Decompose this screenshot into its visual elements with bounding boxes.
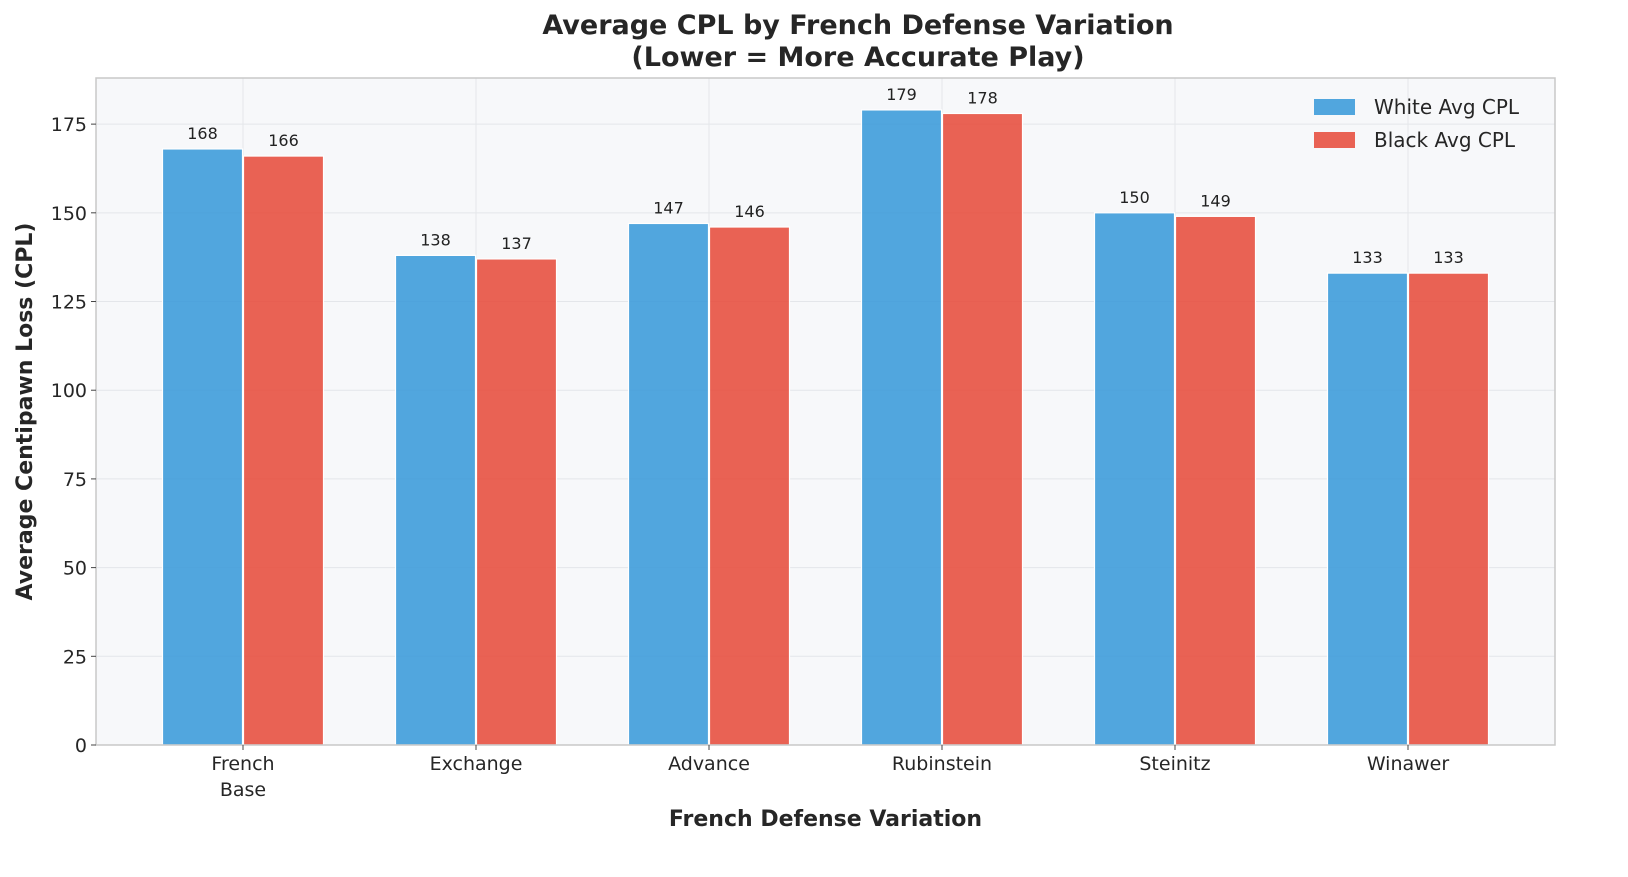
bar-value-label: 137 xyxy=(501,234,532,253)
y-tick-label: 25 xyxy=(63,646,87,668)
bar-black-5 xyxy=(1407,272,1490,746)
y-tick-label: 125 xyxy=(51,292,87,314)
legend-label-black: Black Avg CPL xyxy=(1374,128,1516,152)
bar-value-label: 146 xyxy=(734,202,765,221)
bar-black-1 xyxy=(475,258,558,746)
bars xyxy=(161,109,1490,746)
legend: White Avg CPL Black Avg CPL xyxy=(1314,95,1520,152)
x-tick-label: Steinitz xyxy=(1139,753,1210,775)
bar-value-label: 178 xyxy=(967,88,998,107)
x-tick-label: Advance xyxy=(668,753,750,775)
bar-white-3 xyxy=(860,109,943,746)
legend-label-white: White Avg CPL xyxy=(1374,95,1520,119)
y-axis-label: Average Centipawn Loss (CPL) xyxy=(13,223,38,601)
y-tick-label: 150 xyxy=(51,203,87,225)
bar-value-label: 149 xyxy=(1200,191,1231,210)
y-tick-label: 50 xyxy=(63,558,87,580)
bar-value-label: 179 xyxy=(886,85,917,104)
bar-value-label: 166 xyxy=(268,131,299,150)
y-tick-label: 100 xyxy=(51,380,87,402)
x-tick-label: French Base xyxy=(211,753,274,801)
plot-area xyxy=(96,78,1555,745)
chart-title: Average CPL by French Defense Variation … xyxy=(0,10,1628,74)
bar-white-2 xyxy=(627,222,710,746)
legend-swatch-white xyxy=(1314,99,1355,115)
bar-value-label: 150 xyxy=(1119,188,1150,207)
x-axis-ticks: French Base Exchange Advance Rubinstein Stein… xyxy=(211,745,1449,801)
bar-value-label: 147 xyxy=(653,198,684,217)
bar-black-2 xyxy=(708,226,791,746)
bar-white-4 xyxy=(1093,212,1176,746)
y-tick-label: 75 xyxy=(63,469,87,491)
bar-value-label: 168 xyxy=(187,124,218,143)
bar-value-label: 133 xyxy=(1352,248,1383,267)
plot-frame xyxy=(95,77,1556,746)
bar-white-5 xyxy=(1326,272,1409,746)
y-axis-ticks: 0 25 50 75 100 125 150 175 xyxy=(51,114,96,757)
bar-black-0 xyxy=(242,155,325,746)
x-tick-label: Rubinstein xyxy=(892,753,992,775)
legend-swatch-black xyxy=(1314,132,1355,148)
chart-title-line-2: (Lower = More Accurate Play) xyxy=(631,42,1085,73)
x-tick-label: Exchange xyxy=(430,753,523,775)
bar-black-3 xyxy=(941,112,1024,746)
bar-value-label: 133 xyxy=(1433,248,1464,267)
bar-white-1 xyxy=(394,254,477,746)
bar-value-labels: 168 138 147 179 150 133 166 137 146 178 149 133 xyxy=(187,85,1464,267)
bar-value-label: 138 xyxy=(420,230,451,249)
bar-white-0 xyxy=(161,148,244,746)
x-tick-label: Winawer xyxy=(1367,753,1450,775)
y-tick-label: 0 xyxy=(75,735,87,757)
chart-title-line-1: Average CPL by French Defense Variation xyxy=(542,10,1174,41)
bar-black-4 xyxy=(1174,215,1257,746)
y-tick-label: 175 xyxy=(51,114,87,136)
x-axis-label: French Defense Variation xyxy=(669,807,982,832)
